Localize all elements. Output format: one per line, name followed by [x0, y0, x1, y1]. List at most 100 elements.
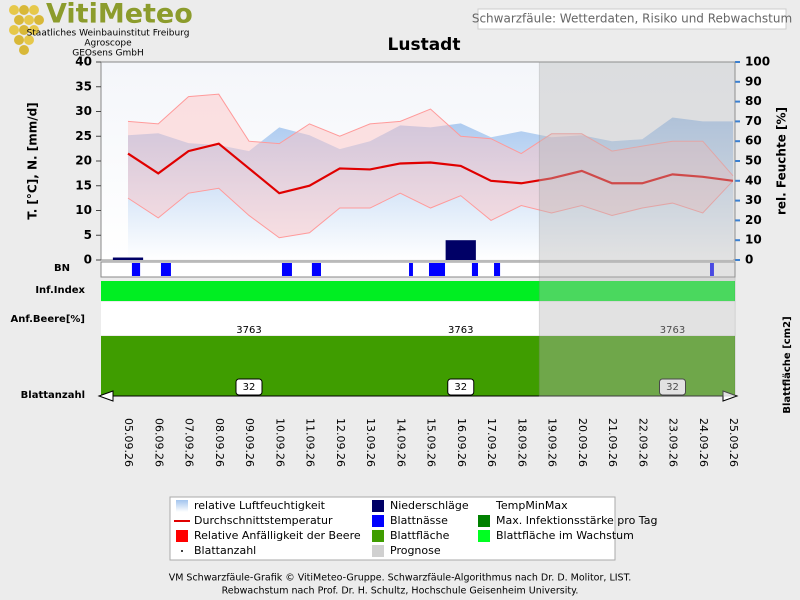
precip-bar	[445, 240, 476, 260]
header-box	[477, 8, 787, 30]
y2-tick-label: 20	[745, 213, 762, 227]
precip-bar	[112, 257, 144, 260]
legend-label: Durchschnittstemperatur	[194, 514, 333, 527]
berry-row	[101, 302, 735, 335]
legend-label: Prognose	[390, 544, 441, 557]
y-tick-label: 30	[75, 104, 92, 118]
temp-max-line	[127, 93, 734, 177]
legend-swatch	[478, 515, 490, 527]
legend-swatch	[372, 515, 384, 527]
x-tick-label: 08.09.26	[213, 418, 226, 467]
temp-min-line	[127, 180, 734, 239]
y2-tick-label: 80	[745, 94, 762, 108]
x-tick-label: 24.09.26	[697, 418, 710, 467]
y-tick-label: 25	[75, 129, 92, 143]
y2-tick-label: 100	[745, 55, 770, 69]
legend-label: Niederschläge	[390, 499, 469, 512]
leaf-wetness	[131, 263, 141, 276]
leaf-count-box	[235, 378, 263, 396]
y-tick-label: 40	[75, 55, 92, 69]
legend-swatch	[478, 530, 490, 542]
forecast-overlay	[538, 61, 736, 397]
row-label: BN	[54, 263, 70, 274]
leaf-wetness	[710, 263, 714, 276]
humidity-area	[128, 117, 733, 260]
x-tick-label: 06.09.26	[152, 418, 165, 467]
legend-swatch	[181, 550, 183, 552]
leaf-area-label: 3763	[660, 325, 685, 336]
leaf-wetness	[471, 263, 478, 276]
x-tick-label: 25.09.26	[727, 418, 740, 467]
bn-row	[100, 261, 736, 278]
data-layer: 0 5 10 15 20 25 30 35 40 0 10 20 30 40 50 60 70 80 90 100 05…	[75, 55, 770, 557]
x-tick-label: 21.09.26	[606, 418, 619, 467]
arrow	[97, 390, 114, 402]
x-tick-label: 22.09.26	[636, 418, 649, 467]
y2-tick-label: 10	[745, 233, 762, 247]
legend-swatch	[176, 530, 188, 542]
leaf-count-label: 32	[666, 382, 679, 393]
x-tick-label: 19.09.26	[546, 418, 559, 467]
x-tick-label: 12.09.26	[334, 418, 347, 467]
legend	[169, 496, 616, 561]
logo-title: VitiMeteo	[46, 0, 193, 30]
legend-swatch	[372, 500, 384, 512]
leaf-count-box	[447, 378, 475, 396]
leaf-wetness	[281, 263, 292, 276]
y2-tick-label: 40	[745, 173, 762, 187]
legend-label: TempMinMax	[495, 499, 568, 512]
y2-axis-label: rel. Feuchte [%]	[775, 107, 789, 215]
legend-label: Blattanzahl	[194, 544, 256, 557]
leaf-area-label: 3763	[448, 325, 473, 336]
y2-tick-label: 70	[745, 114, 762, 128]
logo: VitiMeteo Staatliches Weinbauinstitut Fr…	[9, 0, 193, 59]
x-tick-label: 18.09.26	[515, 418, 528, 467]
row-label: Anf.Beere[%]	[10, 314, 85, 325]
y-tick-label: 5	[84, 228, 92, 242]
y2-tick-label: 50	[745, 154, 762, 168]
logo-line: Agroscope	[84, 39, 132, 49]
leaf-wetness	[494, 263, 501, 276]
chart-title: Lustadt	[388, 35, 461, 55]
x-tick-label: 17.09.26	[485, 418, 498, 467]
header-note: Schwarzfäule: Wetterdaten, Risiko und Re…	[472, 12, 792, 26]
y-tick-label: 15	[75, 178, 92, 192]
temp-line	[127, 142, 734, 195]
legend-swatch	[372, 530, 384, 542]
legend-label: Blattfläche	[390, 529, 450, 542]
x-tick-label: 23.09.26	[667, 418, 680, 467]
y-tick-label: 20	[75, 154, 92, 168]
row-label: Blattanzahl	[21, 390, 85, 401]
y2-tick-label: 0	[745, 253, 753, 267]
legend-label: Blattnässe	[390, 514, 448, 527]
x-tick-label: 16.09.26	[455, 418, 468, 467]
leaf-count-label: 32	[243, 382, 256, 393]
legend-swatch	[176, 500, 188, 512]
x-tick-label: 13.09.26	[364, 418, 377, 467]
legend-label: relative Luftfeuchtigkeit	[194, 499, 326, 512]
leaf-area-row	[101, 336, 735, 396]
y2-tick-label: 30	[745, 193, 762, 207]
x-tick-label: 14.09.26	[394, 418, 407, 467]
y-tick-label: 0	[84, 253, 92, 267]
inf-index-row	[101, 281, 735, 301]
leaf-wetness	[428, 263, 446, 276]
leaf-area-label: 3763	[236, 325, 261, 336]
leaf-count-label: 32	[454, 382, 467, 393]
y-tick-label: 10	[75, 203, 92, 217]
x-tick-label: 05.09.26	[122, 418, 135, 467]
x-tick-label: 11.09.26	[304, 418, 317, 467]
footer: VM Schwarzfäule-Grafik © VitiMeteo-Grupp…	[169, 573, 632, 584]
y-tick-label: 35	[75, 79, 92, 93]
legend-label: Relative Anfälligkeit der Beere	[194, 529, 361, 542]
y2-tick-label: 90	[745, 74, 762, 88]
row-label: Inf.Index	[35, 285, 85, 296]
y-axis-label: T. [°C], N. [mm/d]	[26, 102, 40, 219]
y2-tick-label: 60	[745, 134, 762, 148]
x-tick-label: 10.09.26	[273, 418, 286, 467]
legend-label: Max. Infektionsstärke pro Tag	[496, 514, 657, 527]
temp-band	[128, 94, 733, 238]
logo-line: GEOsens GmbH	[72, 49, 143, 59]
legend-label: Blattfläche im Wachstum	[496, 529, 634, 542]
